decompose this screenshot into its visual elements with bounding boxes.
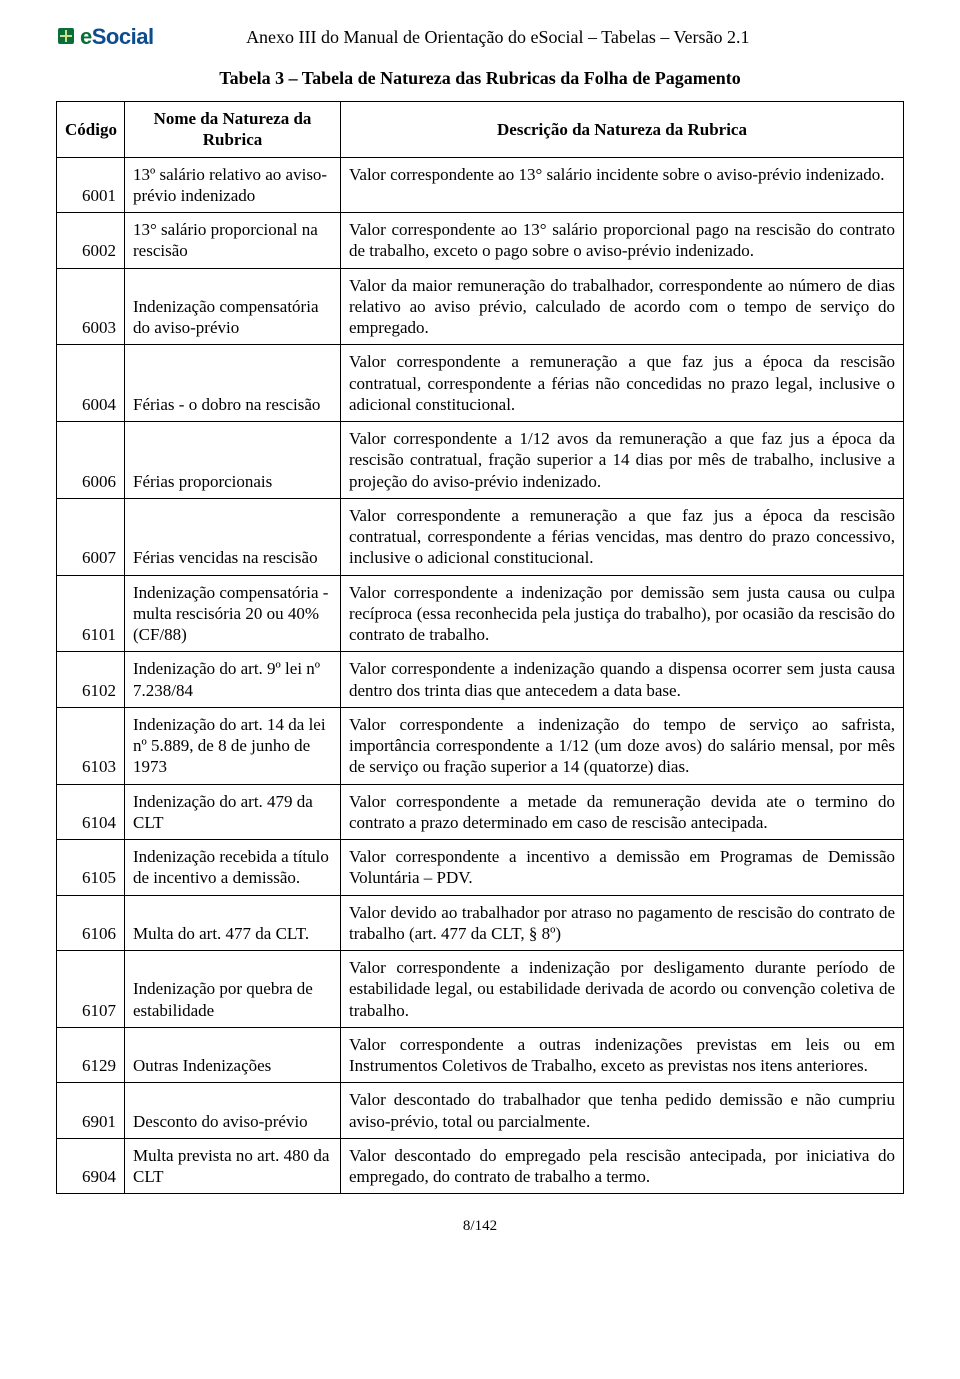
cell-codigo: 6104 (57, 784, 125, 840)
col-header-nome: Nome da Natureza da Rubrica (125, 102, 341, 158)
page-number: 8/142 (56, 1218, 904, 1235)
table-row: 600213° salário proporcional na rescisão… (57, 213, 904, 269)
cell-descricao: Valor descontado do empregado pela resci… (341, 1138, 904, 1194)
logo-mark-icon (56, 26, 76, 52)
table-header-row: Código Nome da Natureza da Rubrica Descr… (57, 102, 904, 158)
cell-descricao: Valor correspondente a indenização do te… (341, 707, 904, 784)
table-row: 6106Multa do art. 477 da CLT.Valor devid… (57, 895, 904, 951)
table-row: 6107Indenização por quebra de estabilida… (57, 951, 904, 1028)
page-header: e Social Anexo III do Manual de Orientaç… (56, 24, 904, 50)
cell-descricao: Valor correspondente ao 13° salário inci… (341, 157, 904, 213)
cell-nome: Indenização do art. 9º lei nº 7.238/84 (125, 652, 341, 708)
cell-descricao: Valor correspondente a indenização por d… (341, 951, 904, 1028)
cell-descricao: Valor correspondente a remuneração a que… (341, 498, 904, 575)
cell-descricao: Valor da maior remuneração do trabalhado… (341, 268, 904, 345)
cell-codigo: 6107 (57, 951, 125, 1028)
cell-codigo: 6007 (57, 498, 125, 575)
cell-codigo: 6004 (57, 345, 125, 422)
cell-codigo: 6001 (57, 157, 125, 213)
cell-descricao: Valor correspondente a remuneração a que… (341, 345, 904, 422)
cell-codigo: 6904 (57, 1138, 125, 1194)
table-row: 6103Indenização do art. 14 da lei nº 5.8… (57, 707, 904, 784)
table-row: 6104Indenização do art. 479 da CLTValor … (57, 784, 904, 840)
table-row: 6901Desconto do aviso-prévioValor descon… (57, 1083, 904, 1139)
cell-nome: Férias - o dobro na rescisão (125, 345, 341, 422)
cell-nome: Indenização compensatória - multa rescis… (125, 575, 341, 652)
table-row: 6102Indenização do art. 9º lei nº 7.238/… (57, 652, 904, 708)
cell-descricao: Valor correspondente a 1/12 avos da remu… (341, 422, 904, 499)
cell-nome: Multa do art. 477 da CLT. (125, 895, 341, 951)
cell-codigo: 6129 (57, 1027, 125, 1083)
table-row: 6003Indenização compensatória do aviso-p… (57, 268, 904, 345)
cell-nome: Outras Indenizações (125, 1027, 341, 1083)
col-header-descricao: Descrição da Natureza da Rubrica (341, 102, 904, 158)
cell-descricao: Valor correspondente a metade da remuner… (341, 784, 904, 840)
cell-nome: Indenização por quebra de estabilidade (125, 951, 341, 1028)
table-row: 600113º salário relativo ao aviso-prévio… (57, 157, 904, 213)
table-row: 6904Multa prevista no art. 480 da CLTVal… (57, 1138, 904, 1194)
cell-nome: Férias proporcionais (125, 422, 341, 499)
table-row: 6129Outras IndenizaçõesValor corresponde… (57, 1027, 904, 1083)
cell-nome: Indenização do art. 479 da CLT (125, 784, 341, 840)
logo-text-e: e (80, 24, 92, 50)
cell-codigo: 6103 (57, 707, 125, 784)
rubricas-table: Código Nome da Natureza da Rubrica Descr… (56, 101, 904, 1194)
cell-codigo: 6901 (57, 1083, 125, 1139)
cell-codigo: 6106 (57, 895, 125, 951)
table-row: 6006Férias proporcionaisValor correspond… (57, 422, 904, 499)
table-row: 6105Indenização recebida a título de inc… (57, 840, 904, 896)
page: e Social Anexo III do Manual de Orientaç… (0, 0, 960, 1275)
cell-codigo: 6102 (57, 652, 125, 708)
cell-descricao: Valor correspondente ao 13° salário prop… (341, 213, 904, 269)
table-row: 6101Indenização compensatória - multa re… (57, 575, 904, 652)
cell-codigo: 6003 (57, 268, 125, 345)
cell-descricao: Valor correspondente a outras indenizaçõ… (341, 1027, 904, 1083)
table-title: Tabela 3 – Tabela de Natureza das Rubric… (56, 68, 904, 89)
cell-nome: Indenização do art. 14 da lei nº 5.889, … (125, 707, 341, 784)
col-header-codigo: Código (57, 102, 125, 158)
cell-nome: Indenização compensatória do aviso-prévi… (125, 268, 341, 345)
cell-descricao: Valor correspondente a indenização por d… (341, 575, 904, 652)
cell-descricao: Valor correspondente a indenização quand… (341, 652, 904, 708)
cell-nome: 13° salário proporcional na rescisão (125, 213, 341, 269)
cell-descricao: Valor devido ao trabalhador por atraso n… (341, 895, 904, 951)
cell-codigo: 6002 (57, 213, 125, 269)
cell-nome: Multa prevista no art. 480 da CLT (125, 1138, 341, 1194)
cell-nome: Desconto do aviso-prévio (125, 1083, 341, 1139)
cell-codigo: 6105 (57, 840, 125, 896)
table-row: 6004Férias - o dobro na rescisãoValor co… (57, 345, 904, 422)
cell-descricao: Valor descontado do trabalhador que tenh… (341, 1083, 904, 1139)
cell-nome: 13º salário relativo ao aviso-prévio ind… (125, 157, 341, 213)
table-row: 6007Férias vencidas na rescisãoValor cor… (57, 498, 904, 575)
document-header-title: Anexo III do Manual de Orientação do eSo… (92, 27, 904, 48)
cell-descricao: Valor correspondente a incentivo a demis… (341, 840, 904, 896)
cell-codigo: 6006 (57, 422, 125, 499)
cell-codigo: 6101 (57, 575, 125, 652)
cell-nome: Férias vencidas na rescisão (125, 498, 341, 575)
cell-nome: Indenização recebida a título de incenti… (125, 840, 341, 896)
